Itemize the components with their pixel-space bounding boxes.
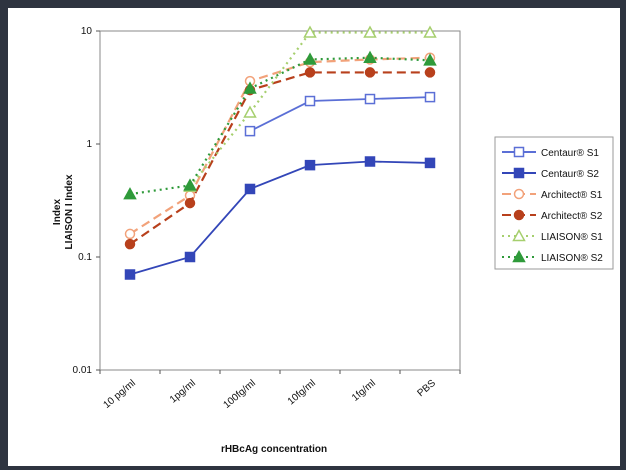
legend: Centaur® S1 Centaur® S2 Architect® S1 Archi… [494, 136, 614, 270]
data-point [243, 105, 257, 118]
x-tick-label: 10fg/ml [286, 378, 318, 408]
x-axis-ticks: 10 pg/ml 1pg/ml 100fg/ml 10fg/ml 1fg/ml PBS [99, 370, 461, 411]
data-point [423, 53, 437, 66]
legend-label: Centaur® S2 [541, 169, 599, 180]
y-tick-label: 0.01 [73, 365, 93, 376]
series-line [129, 160, 431, 276]
x-tick-label: 1pg/ml [168, 378, 198, 406]
y-tick-label: 0.1 [78, 252, 92, 263]
x-tick-label: 10 pg/ml [101, 378, 137, 411]
series-layer [123, 25, 437, 280]
legend-box [494, 136, 614, 270]
chart-frame: 10 1 0.1 0.01 10 pg/ml 1pg/ml 100fg/ml 10fg/ml… [8, 8, 620, 466]
legend-label: Centaur® S1 [541, 148, 599, 159]
data-point [124, 269, 136, 280]
x-axis-title: rHBcAg concentration [221, 444, 327, 455]
data-point [303, 25, 317, 38]
series-6 [123, 50, 437, 200]
legend-marker [512, 228, 526, 242]
series-line [129, 56, 431, 235]
data-point [124, 238, 136, 250]
x-tick-label: PBS [416, 378, 439, 400]
x-tick-label: 100fg/ml [221, 378, 257, 411]
data-point [184, 251, 196, 263]
data-point [124, 228, 136, 240]
legend-marker [513, 167, 525, 179]
legend-marker [513, 188, 525, 200]
series-line [129, 71, 430, 246]
data-point [304, 67, 316, 78]
legend-item: LIAISON® S1 [502, 228, 603, 243]
plot-area [99, 30, 461, 371]
y-axis-title-line1: Index [52, 199, 63, 226]
y-tick-label: 10 [81, 26, 93, 37]
data-point [304, 159, 316, 171]
data-point [363, 25, 377, 38]
data-point [303, 52, 317, 65]
data-point [423, 25, 437, 38]
legend-marker [512, 249, 526, 263]
line-chart: 10 1 0.1 0.01 10 pg/ml 1pg/ml 100fg/ml 10fg/ml… [52, 25, 614, 455]
legend-item: Architect® S1 [502, 188, 603, 201]
legend-label: Architect® S2 [541, 211, 603, 222]
data-point [364, 67, 376, 78]
data-point [184, 197, 196, 209]
y-axis-ticks: 10 1 0.1 0.01 [73, 26, 100, 376]
data-point [123, 187, 137, 200]
data-point [424, 67, 436, 78]
legend-item: LIAISON® S2 [502, 249, 603, 264]
data-point [364, 93, 376, 105]
data-point [364, 156, 376, 167]
legend-label: Architect® S1 [541, 190, 603, 201]
data-point [304, 95, 316, 107]
legend-label: LIAISON® S2 [541, 253, 603, 264]
legend-item: Architect® S2 [502, 209, 603, 222]
data-point [363, 50, 377, 63]
legend-label: LIAISON® S1 [541, 232, 603, 243]
series-2 [124, 156, 436, 280]
data-point [183, 178, 197, 191]
legend-item: Centaur® S1 [502, 146, 599, 159]
series-1 [244, 91, 436, 137]
data-point [244, 183, 256, 195]
y-tick-label: 1 [86, 139, 92, 150]
data-point [424, 91, 436, 103]
data-point [424, 157, 436, 169]
legend-marker [513, 146, 525, 158]
data-point [243, 81, 257, 94]
x-tick-label: 1fg/ml [350, 378, 378, 404]
y-axis-title-line2: LIAISON I Index [64, 174, 75, 249]
plot-border [99, 30, 461, 371]
data-point [244, 125, 256, 137]
legend-item: Centaur® S2 [502, 167, 599, 180]
legend-marker [513, 209, 525, 221]
series-line [249, 96, 431, 132]
